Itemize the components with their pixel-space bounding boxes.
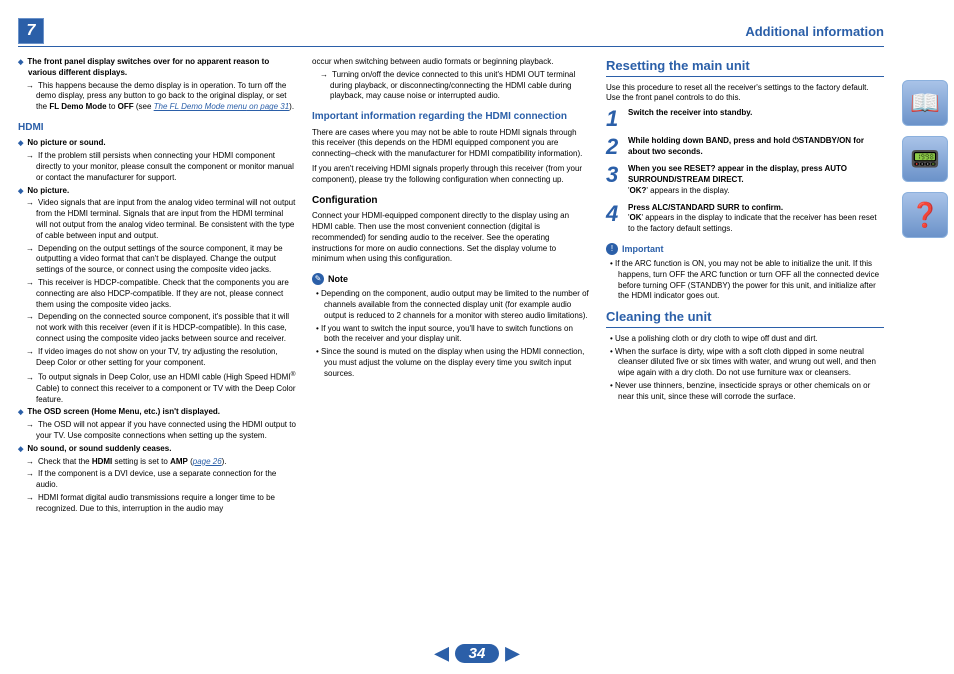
faq-answer: →Check that the HDMI setting is set to A… bbox=[22, 457, 296, 468]
page-number: 34 bbox=[455, 644, 500, 663]
arrow-icon: → bbox=[26, 198, 34, 207]
diamond-icon: ◆ bbox=[18, 59, 23, 66]
configuration-heading: Configuration bbox=[312, 194, 590, 208]
faq-item: ◆No picture or sound. bbox=[18, 138, 296, 149]
link-page-26[interactable]: page 26 bbox=[193, 457, 222, 466]
step-text: While holding down BAND, press and hold … bbox=[628, 136, 884, 158]
important-label: Important bbox=[622, 243, 664, 255]
arrow-icon: → bbox=[320, 70, 328, 79]
arrow-icon: → bbox=[26, 151, 34, 160]
diamond-icon: ◆ bbox=[18, 140, 23, 147]
step-4: 4 Press ALC/STANDARD SURR to confirm.'OK… bbox=[606, 203, 884, 235]
device-icon[interactable]: 📟 bbox=[902, 136, 948, 182]
faq-item: ◆ The front panel display switches over f… bbox=[18, 57, 296, 79]
step-number: 3 bbox=[606, 164, 628, 186]
arrow-icon: → bbox=[26, 347, 34, 356]
body-text: Connect your HDMI-equipped component dir… bbox=[312, 211, 590, 265]
step-2: 2 While holding down BAND, press and hol… bbox=[606, 136, 884, 158]
step-text: When you see RESET? appear in the displa… bbox=[628, 164, 884, 196]
cleaning-heading: Cleaning the unit bbox=[606, 308, 884, 328]
important-icon: ! bbox=[606, 243, 618, 255]
body-text: There are cases where you may not be abl… bbox=[312, 128, 590, 160]
link-fl-demo[interactable]: The FL Demo Mode menu on page 31 bbox=[154, 102, 290, 111]
diamond-icon: ◆ bbox=[18, 188, 23, 195]
step-number: 2 bbox=[606, 136, 628, 158]
step-text: Switch the receiver into standby. bbox=[628, 108, 884, 119]
arrow-icon: → bbox=[26, 244, 34, 253]
content-area: ◆ The front panel display switches over f… bbox=[18, 57, 884, 517]
resetting-heading: Resetting the main unit bbox=[606, 57, 884, 77]
note-bullet: • Since the sound is muted on the displa… bbox=[312, 347, 590, 379]
book-icon[interactable]: 📖 bbox=[902, 80, 948, 126]
faq-answer: →If the component is a DVI device, use a… bbox=[22, 469, 296, 491]
note-bullet: • Depending on the component, audio outp… bbox=[312, 289, 590, 321]
cleaning-bullet: • Use a polishing cloth or dry cloth to … bbox=[606, 334, 884, 345]
faq-item: ◆No picture. bbox=[18, 186, 296, 197]
faq-answer: →HDMI format digital audio transmissions… bbox=[22, 493, 296, 515]
step-number: 4 bbox=[606, 203, 628, 225]
arrow-icon: → bbox=[26, 457, 34, 466]
faq-answer: →Depending on the output settings of the… bbox=[22, 244, 296, 276]
page-container: 7 Additional information ◆ The front pane… bbox=[0, 0, 954, 674]
help-icon[interactable]: ❓ bbox=[902, 192, 948, 238]
faq-answer: →If the problem still persists when conn… bbox=[22, 151, 296, 183]
arrow-icon: → bbox=[26, 469, 34, 478]
arrow-icon: → bbox=[26, 278, 34, 287]
arrow-icon: → bbox=[26, 493, 34, 502]
body-text: If you aren't receiving HDMI signals pro… bbox=[312, 164, 590, 186]
faq-item: ◆The OSD screen (Home Menu, etc.) isn't … bbox=[18, 407, 296, 418]
hdmi-info-heading: Important information regarding the HDMI… bbox=[312, 110, 590, 124]
column-3: Resetting the main unit Use this procedu… bbox=[606, 57, 884, 517]
important-header: ! Important bbox=[606, 243, 884, 255]
faq-answer: →Turning on/off the device connected to … bbox=[316, 70, 590, 102]
note-bullet: • If you want to switch the input source… bbox=[312, 324, 590, 346]
faq-answer: →This happens because the demo display i… bbox=[22, 81, 296, 113]
faq-answer: →Video signals that are input from the a… bbox=[22, 198, 296, 241]
faq-question: The front panel display switches over fo… bbox=[27, 57, 269, 77]
arrow-icon: → bbox=[26, 312, 34, 321]
step-text: Press ALC/STANDARD SURR to confirm.'OK' … bbox=[628, 203, 884, 235]
continuation-text: occur when switching between audio forma… bbox=[312, 57, 590, 68]
pager: ◀ 34 ▶ bbox=[0, 643, 954, 664]
step-1: 1 Switch the receiver into standby. bbox=[606, 108, 884, 130]
step-number: 1 bbox=[606, 108, 628, 130]
diamond-icon: ◆ bbox=[18, 446, 23, 453]
important-bullet: • If the ARC function is ON, you may not… bbox=[606, 259, 884, 302]
diamond-icon: ◆ bbox=[18, 409, 23, 416]
side-nav: 📖 📟 ❓ bbox=[902, 80, 948, 238]
registered-mark: ® bbox=[291, 371, 296, 378]
note-icon: ✎ bbox=[312, 273, 324, 285]
prev-page-arrow[interactable]: ◀ bbox=[435, 643, 449, 664]
faq-answer: →To output signals in Deep Color, use an… bbox=[22, 370, 296, 405]
column-1: ◆ The front panel display switches over f… bbox=[18, 57, 296, 517]
faq-answer: →Depending on the connected source compo… bbox=[22, 312, 296, 344]
chapter-number: 7 bbox=[18, 18, 44, 44]
faq-answer: →The OSD will not appear if you have con… bbox=[22, 420, 296, 442]
page-header: 7 Additional information bbox=[18, 18, 884, 47]
note-header: ✎ Note bbox=[312, 273, 590, 285]
column-2: occur when switching between audio forma… bbox=[312, 57, 590, 517]
note-label: Note bbox=[328, 273, 348, 285]
faq-item: ◆No sound, or sound suddenly ceases. bbox=[18, 444, 296, 455]
arrow-icon: → bbox=[26, 420, 34, 429]
hdmi-heading: HDMI bbox=[18, 121, 296, 135]
next-page-arrow[interactable]: ▶ bbox=[505, 643, 519, 664]
cleaning-bullet: • When the surface is dirty, wipe with a… bbox=[606, 347, 884, 379]
faq-answer: →If video images do not show on your TV,… bbox=[22, 347, 296, 369]
header-title: Additional information bbox=[745, 24, 884, 39]
body-text: Use this procedure to reset all the rece… bbox=[606, 83, 884, 105]
arrow-icon: → bbox=[26, 373, 34, 382]
faq-answer: →This receiver is HDCP-compatible. Check… bbox=[22, 278, 296, 310]
cleaning-bullet: • Never use thinners, benzine, insectici… bbox=[606, 381, 884, 403]
step-3: 3 When you see RESET? appear in the disp… bbox=[606, 164, 884, 196]
arrow-icon: → bbox=[26, 81, 34, 90]
